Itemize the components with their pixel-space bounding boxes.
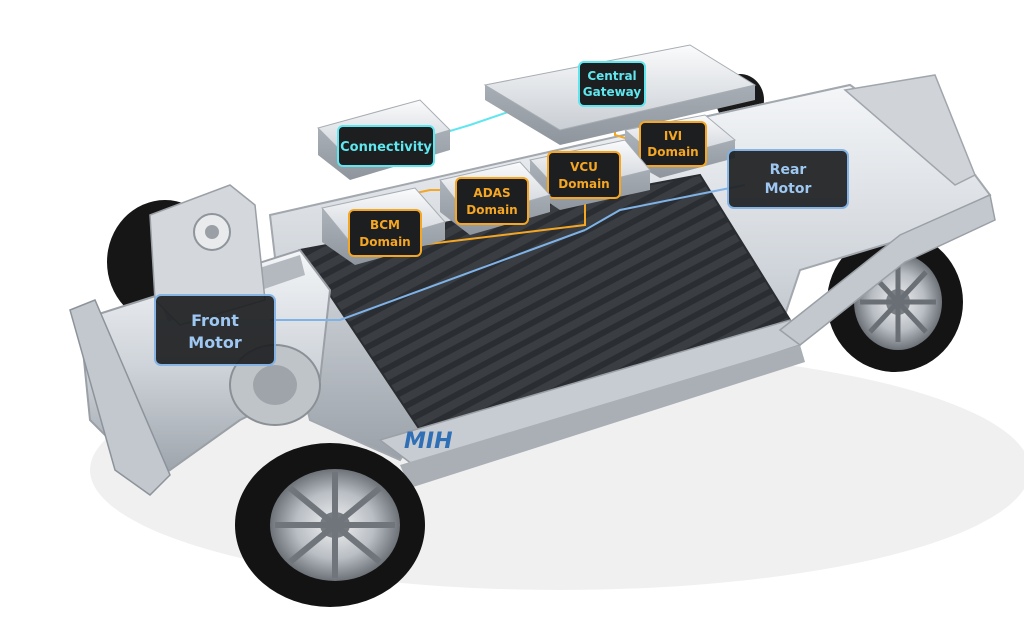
link-front-motor <box>270 229 586 321</box>
central-gateway-box: Central Gateway <box>483 44 757 145</box>
rear-motor-panel: Rear Motor <box>727 149 849 209</box>
link-rear-motor <box>584 184 746 231</box>
adas-domain-label-1: ADAS <box>473 186 510 200</box>
central-gateway-label-1: Central <box>587 69 636 83</box>
wheel-front-right <box>235 443 425 607</box>
adas-domain-label-2: Domain <box>466 203 517 217</box>
central-gateway-label-2: Gateway <box>583 85 642 99</box>
link-vcu-bcm <box>419 200 586 246</box>
mih-logo: MIH <box>404 429 453 454</box>
front-motor-label-1: Front <box>191 311 239 330</box>
rear-motor-label-2: Motor <box>765 181 812 197</box>
ivi-domain-box: IVI Domain <box>623 114 737 178</box>
rear-motor-label-1: Rear <box>770 162 807 178</box>
front-motor-label-2: Motor <box>188 333 242 352</box>
bcm-domain-label-1: BCM <box>370 218 400 232</box>
connectivity-box: Connectivity <box>317 99 451 180</box>
bcm-domain-box: BCM Domain <box>321 187 446 265</box>
vcu-domain-box: VCU Domain <box>529 139 651 210</box>
ivi-domain-label-1: IVI <box>664 129 682 143</box>
bcm-domain-label-2: Domain <box>359 235 410 249</box>
connectivity-label: Connectivity <box>340 140 432 155</box>
ivi-domain-label-2: Domain <box>647 145 698 159</box>
front-motor-panel: Front Motor <box>154 294 276 366</box>
adas-domain-box: ADAS Domain <box>439 161 551 235</box>
vcu-domain-label-1: VCU <box>570 160 598 174</box>
vcu-domain-label-2: Domain <box>558 177 609 191</box>
